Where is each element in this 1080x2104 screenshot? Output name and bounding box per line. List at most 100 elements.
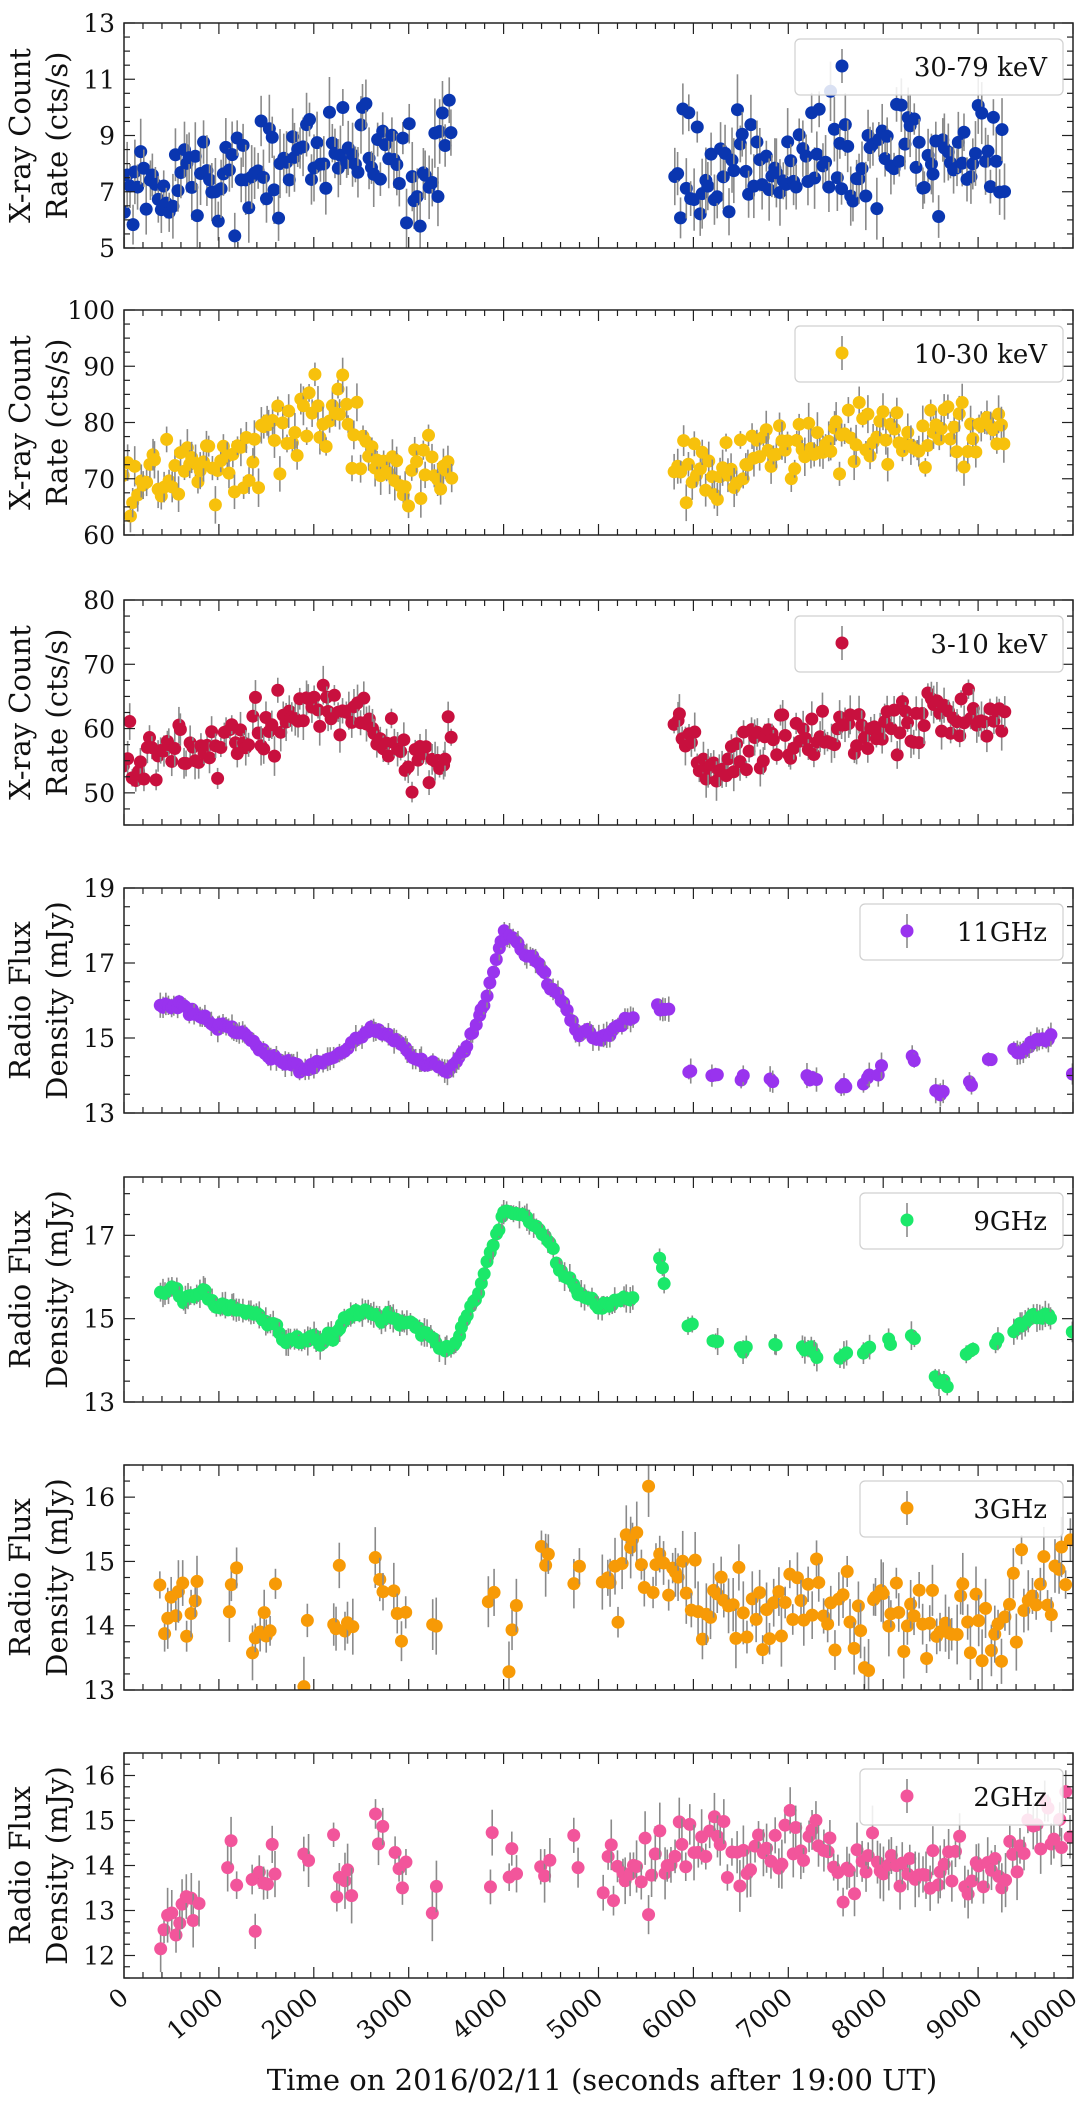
data-point (850, 739, 864, 753)
data-point (369, 1807, 383, 1821)
data-point (319, 439, 333, 453)
data-point (740, 1630, 754, 1644)
data-point (989, 154, 1003, 168)
data-point (351, 165, 365, 179)
data-point (390, 454, 404, 468)
data-point (444, 126, 458, 140)
data-point (248, 690, 262, 704)
data-point (882, 1619, 896, 1633)
data-point (966, 432, 980, 446)
data-point (805, 712, 819, 726)
data-point (124, 752, 135, 766)
data-point (256, 170, 270, 184)
data-point (701, 179, 715, 193)
data-point (822, 434, 836, 448)
data-point (766, 733, 780, 747)
data-point (422, 776, 436, 790)
data-point (1017, 1847, 1031, 1861)
data-point (736, 1069, 750, 1083)
data-point (889, 1576, 903, 1590)
data-point (917, 719, 931, 733)
data-point (481, 1595, 495, 1609)
data-point (953, 1829, 967, 1843)
data-point (134, 145, 148, 159)
data-point (1033, 1577, 1047, 1591)
data-point (815, 704, 829, 718)
data-point (859, 189, 873, 203)
data-point (626, 1011, 640, 1025)
data-point (429, 1619, 443, 1633)
data-point (414, 492, 428, 506)
x-tick-label: 8000 (826, 1982, 893, 2045)
data-point (483, 976, 497, 990)
data-point (139, 202, 153, 216)
data-point (288, 425, 302, 439)
data-point (945, 1874, 959, 1888)
legend: 2GHz (859, 1768, 1064, 1826)
data-point (931, 1878, 945, 1892)
data-point (169, 1609, 183, 1623)
data-point (1052, 1562, 1066, 1576)
x-tick-label: 0 (103, 1982, 134, 2014)
data-point (265, 1837, 279, 1851)
data-point (778, 728, 792, 742)
data-point (975, 106, 989, 120)
data-point (810, 1552, 824, 1566)
data-point (143, 731, 157, 745)
data-point (405, 170, 419, 184)
data-point (802, 416, 816, 430)
data-point (774, 1629, 788, 1643)
data-point (794, 1594, 808, 1608)
data-point (893, 726, 907, 740)
data-point (809, 1813, 823, 1827)
data-point (350, 395, 364, 409)
data-point (316, 678, 330, 692)
data-point (950, 445, 964, 459)
data-point (716, 170, 730, 184)
data-point (819, 155, 833, 169)
legend-box (859, 903, 1064, 961)
y-axis-label-line: Rate (cts/s) (40, 52, 74, 220)
data-point (265, 718, 279, 732)
data-point (999, 1873, 1013, 1887)
data-point (887, 422, 901, 436)
data-point (173, 722, 187, 736)
data-point (890, 406, 904, 420)
data-point (607, 1894, 621, 1908)
data-point (841, 403, 855, 417)
data-point (267, 183, 281, 197)
legend-label: 30-79 keV (914, 53, 1048, 83)
data-point (969, 445, 983, 459)
data-point (662, 1588, 676, 1602)
data-point (924, 403, 938, 417)
y-axis-label: Radio Flux Density (mJy) (3, 1190, 74, 1389)
data-point (368, 1551, 382, 1565)
legend: 30-79 keV (794, 38, 1064, 96)
data-point (940, 1380, 954, 1394)
data-point (372, 1837, 386, 1851)
legend-label: 10-30 keV (914, 340, 1048, 370)
y-tick-label: 16 (83, 1483, 115, 1512)
data-point (172, 487, 186, 501)
data-point (248, 1924, 262, 1938)
data-point (154, 1942, 168, 1956)
data-point (165, 1906, 179, 1920)
data-point (838, 118, 852, 132)
data-point (642, 1479, 656, 1493)
data-point (915, 707, 929, 721)
data-point (642, 1908, 656, 1922)
legend-box (859, 1192, 1064, 1250)
legend-label: 2GHz (973, 1783, 1047, 1813)
data-point (781, 135, 795, 149)
data-point (492, 1223, 506, 1237)
data-point (311, 703, 325, 717)
data-point (246, 709, 260, 723)
data-point (648, 1847, 662, 1861)
data-point (992, 407, 1006, 421)
data-series (124, 357, 1011, 533)
y-axis-label: Radio Flux Density (mJy) (3, 1766, 74, 1965)
data-point (184, 1607, 198, 1621)
data-point (385, 128, 399, 142)
data-point (944, 432, 958, 446)
y-tick-label: 12 (83, 1942, 115, 1971)
